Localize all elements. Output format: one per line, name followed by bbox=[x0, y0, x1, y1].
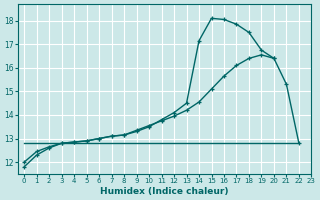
X-axis label: Humidex (Indice chaleur): Humidex (Indice chaleur) bbox=[100, 187, 229, 196]
